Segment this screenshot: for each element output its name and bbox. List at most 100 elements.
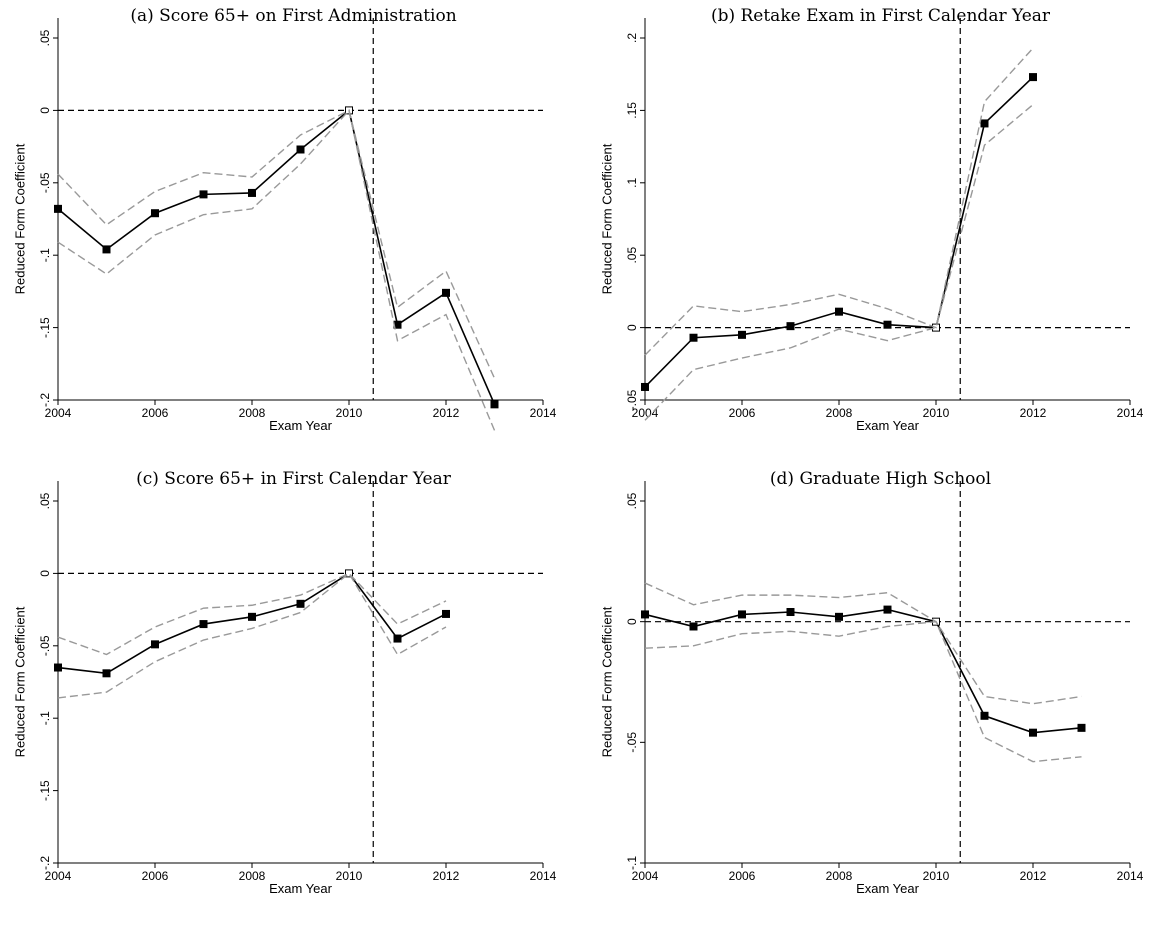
x-tick-label: 2004 xyxy=(632,406,659,420)
x-tick-label: 2014 xyxy=(530,406,557,420)
y-tick-label: -.1 xyxy=(38,711,52,725)
estimate-data-point xyxy=(248,612,256,621)
x-tick-label: 2010 xyxy=(923,406,950,420)
y-axis-label: Reduced Form Coefficient xyxy=(13,143,28,294)
x-tick-label: 2012 xyxy=(433,406,460,420)
estimate-data-point xyxy=(199,620,208,629)
estimate-data-point xyxy=(199,190,208,199)
y-tick-label: 0 xyxy=(38,107,52,114)
y-axis-label: Reduced Form Coefficient xyxy=(13,606,28,757)
x-tick-label: 2006 xyxy=(142,406,169,420)
estimate-series-line xyxy=(644,76,1034,388)
x-tick-label: 2006 xyxy=(729,406,756,420)
chart-panel-c: (c) Score 65+ in First Calendar Year 200… xyxy=(0,463,587,926)
ci-upper-series-line xyxy=(644,582,1082,705)
ci-upper-series-line xyxy=(57,109,496,379)
estimate-data-point xyxy=(1029,728,1037,737)
estimate-data-point xyxy=(54,204,62,213)
y-tick-label: -.05 xyxy=(38,635,52,656)
x-axis-label: Exam Year xyxy=(856,418,920,433)
estimate-data-point xyxy=(980,119,989,128)
ci-lower-series-line xyxy=(644,620,1082,763)
estimate-series-line xyxy=(644,608,1082,734)
y-tick-label: 0 xyxy=(625,324,639,331)
x-tick-label: 2008 xyxy=(826,869,853,883)
chart-title: (d) Graduate High School xyxy=(769,469,992,489)
x-axis-label: Exam Year xyxy=(856,881,920,896)
x-tick-label: 2012 xyxy=(1020,406,1047,420)
ci-upper-series-line xyxy=(644,47,1034,356)
ci-lower-series-line xyxy=(57,572,447,699)
estimate-data-point xyxy=(738,330,746,339)
ci-lower-series-line xyxy=(644,104,1034,421)
estimate-data-point xyxy=(738,610,746,619)
estimate-data-point xyxy=(442,288,450,297)
x-tick-label: 2014 xyxy=(1117,869,1144,883)
estimate-data-point xyxy=(490,400,499,409)
x-tick-label: 2008 xyxy=(826,406,853,420)
estimate-data-point xyxy=(980,711,989,720)
y-tick-label: -.15 xyxy=(38,780,52,801)
estimate-data-point xyxy=(641,382,649,391)
estimate-data-point xyxy=(835,612,843,621)
chart-plot-d: 2004 2006 2008 2010 2012 2014 .05 0 -.05 -.1 Exam … xyxy=(600,481,1144,896)
y-tick-label: .05 xyxy=(625,492,639,509)
estimate-data-point xyxy=(151,640,159,649)
y-axis-label: Reduced Form Coefficient xyxy=(600,606,615,757)
chart-panel-d: (d) Graduate High School 2004 2006 2008 201… xyxy=(587,463,1174,926)
chart-plot-c: 2004 2006 2008 2010 2012 2014 .05 0 -.05 -.1 -.15 -… xyxy=(13,481,557,896)
y-tick-label: -.05 xyxy=(38,172,52,193)
x-tick-label: 2008 xyxy=(239,869,266,883)
chart-plot-a: 2004 2006 2008 2010 2012 2014 .05 0 -.05 -.1 -.15 -… xyxy=(13,18,557,433)
estimate-data-point xyxy=(345,569,353,578)
estimate-series-line xyxy=(57,108,496,405)
x-tick-label: 2006 xyxy=(729,869,756,883)
y-tick-label: -.05 xyxy=(625,389,639,410)
ci-lower-series-line xyxy=(57,108,496,431)
estimate-data-point xyxy=(1029,73,1037,82)
estimate-data-point xyxy=(641,610,649,619)
y-tick-label: -.1 xyxy=(625,856,639,870)
estimate-data-point xyxy=(102,245,111,254)
y-tick-label: -.05 xyxy=(625,732,639,753)
y-tick-label: 0 xyxy=(625,618,639,625)
y-tick-label: .05 xyxy=(38,29,52,46)
y-tick-label: -.2 xyxy=(38,856,52,870)
x-tick-label: 2010 xyxy=(336,869,363,883)
estimate-data-point xyxy=(1077,723,1086,732)
x-tick-label: 2012 xyxy=(433,869,460,883)
estimate-data-point xyxy=(442,609,450,618)
y-axis-label: Reduced Form Coefficient xyxy=(600,143,615,294)
estimate-data-point xyxy=(786,322,795,331)
ci-upper-series-line xyxy=(57,572,447,656)
chart-title: (b) Retake Exam in First Calendar Year xyxy=(710,6,1051,26)
y-tick-label: -.1 xyxy=(38,248,52,262)
x-tick-label: 2004 xyxy=(45,869,72,883)
x-tick-label: 2004 xyxy=(632,869,659,883)
chart-title: (c) Score 65+ in First Calendar Year xyxy=(136,469,451,489)
estimate-data-point xyxy=(786,608,795,617)
chart-plot-b: 2004 2006 2008 2010 2012 2014 .2 .15 .1 .05 0 -.05 E… xyxy=(600,18,1144,433)
estimate-data-point xyxy=(102,669,111,678)
chart-panel-a: (a) Score 65+ on First Administration 20… xyxy=(0,0,587,463)
x-tick-label: 2006 xyxy=(142,869,169,883)
x-tick-label: 2010 xyxy=(336,406,363,420)
y-tick-label: .05 xyxy=(38,492,52,509)
x-tick-label: 2004 xyxy=(45,406,72,420)
estimate-data-point xyxy=(835,307,843,316)
chart-title: (a) Score 65+ on First Administration xyxy=(130,6,457,26)
y-tick-label: .1 xyxy=(625,177,639,187)
estimate-data-point xyxy=(883,320,892,329)
chart-panel-b: (b) Retake Exam in First Calendar Year 2… xyxy=(587,0,1174,463)
y-tick-label: -.15 xyxy=(38,317,52,338)
y-tick-label: 0 xyxy=(38,570,52,577)
y-tick-label: .05 xyxy=(625,247,639,264)
y-tick-label: .15 xyxy=(625,102,639,119)
estimate-data-point xyxy=(689,622,698,631)
x-axis-label: Exam Year xyxy=(269,881,333,896)
estimate-data-point xyxy=(296,599,305,608)
x-tick-label: 2010 xyxy=(923,869,950,883)
x-tick-label: 2008 xyxy=(239,406,266,420)
x-tick-label: 2014 xyxy=(530,869,557,883)
estimate-data-point xyxy=(689,333,698,342)
